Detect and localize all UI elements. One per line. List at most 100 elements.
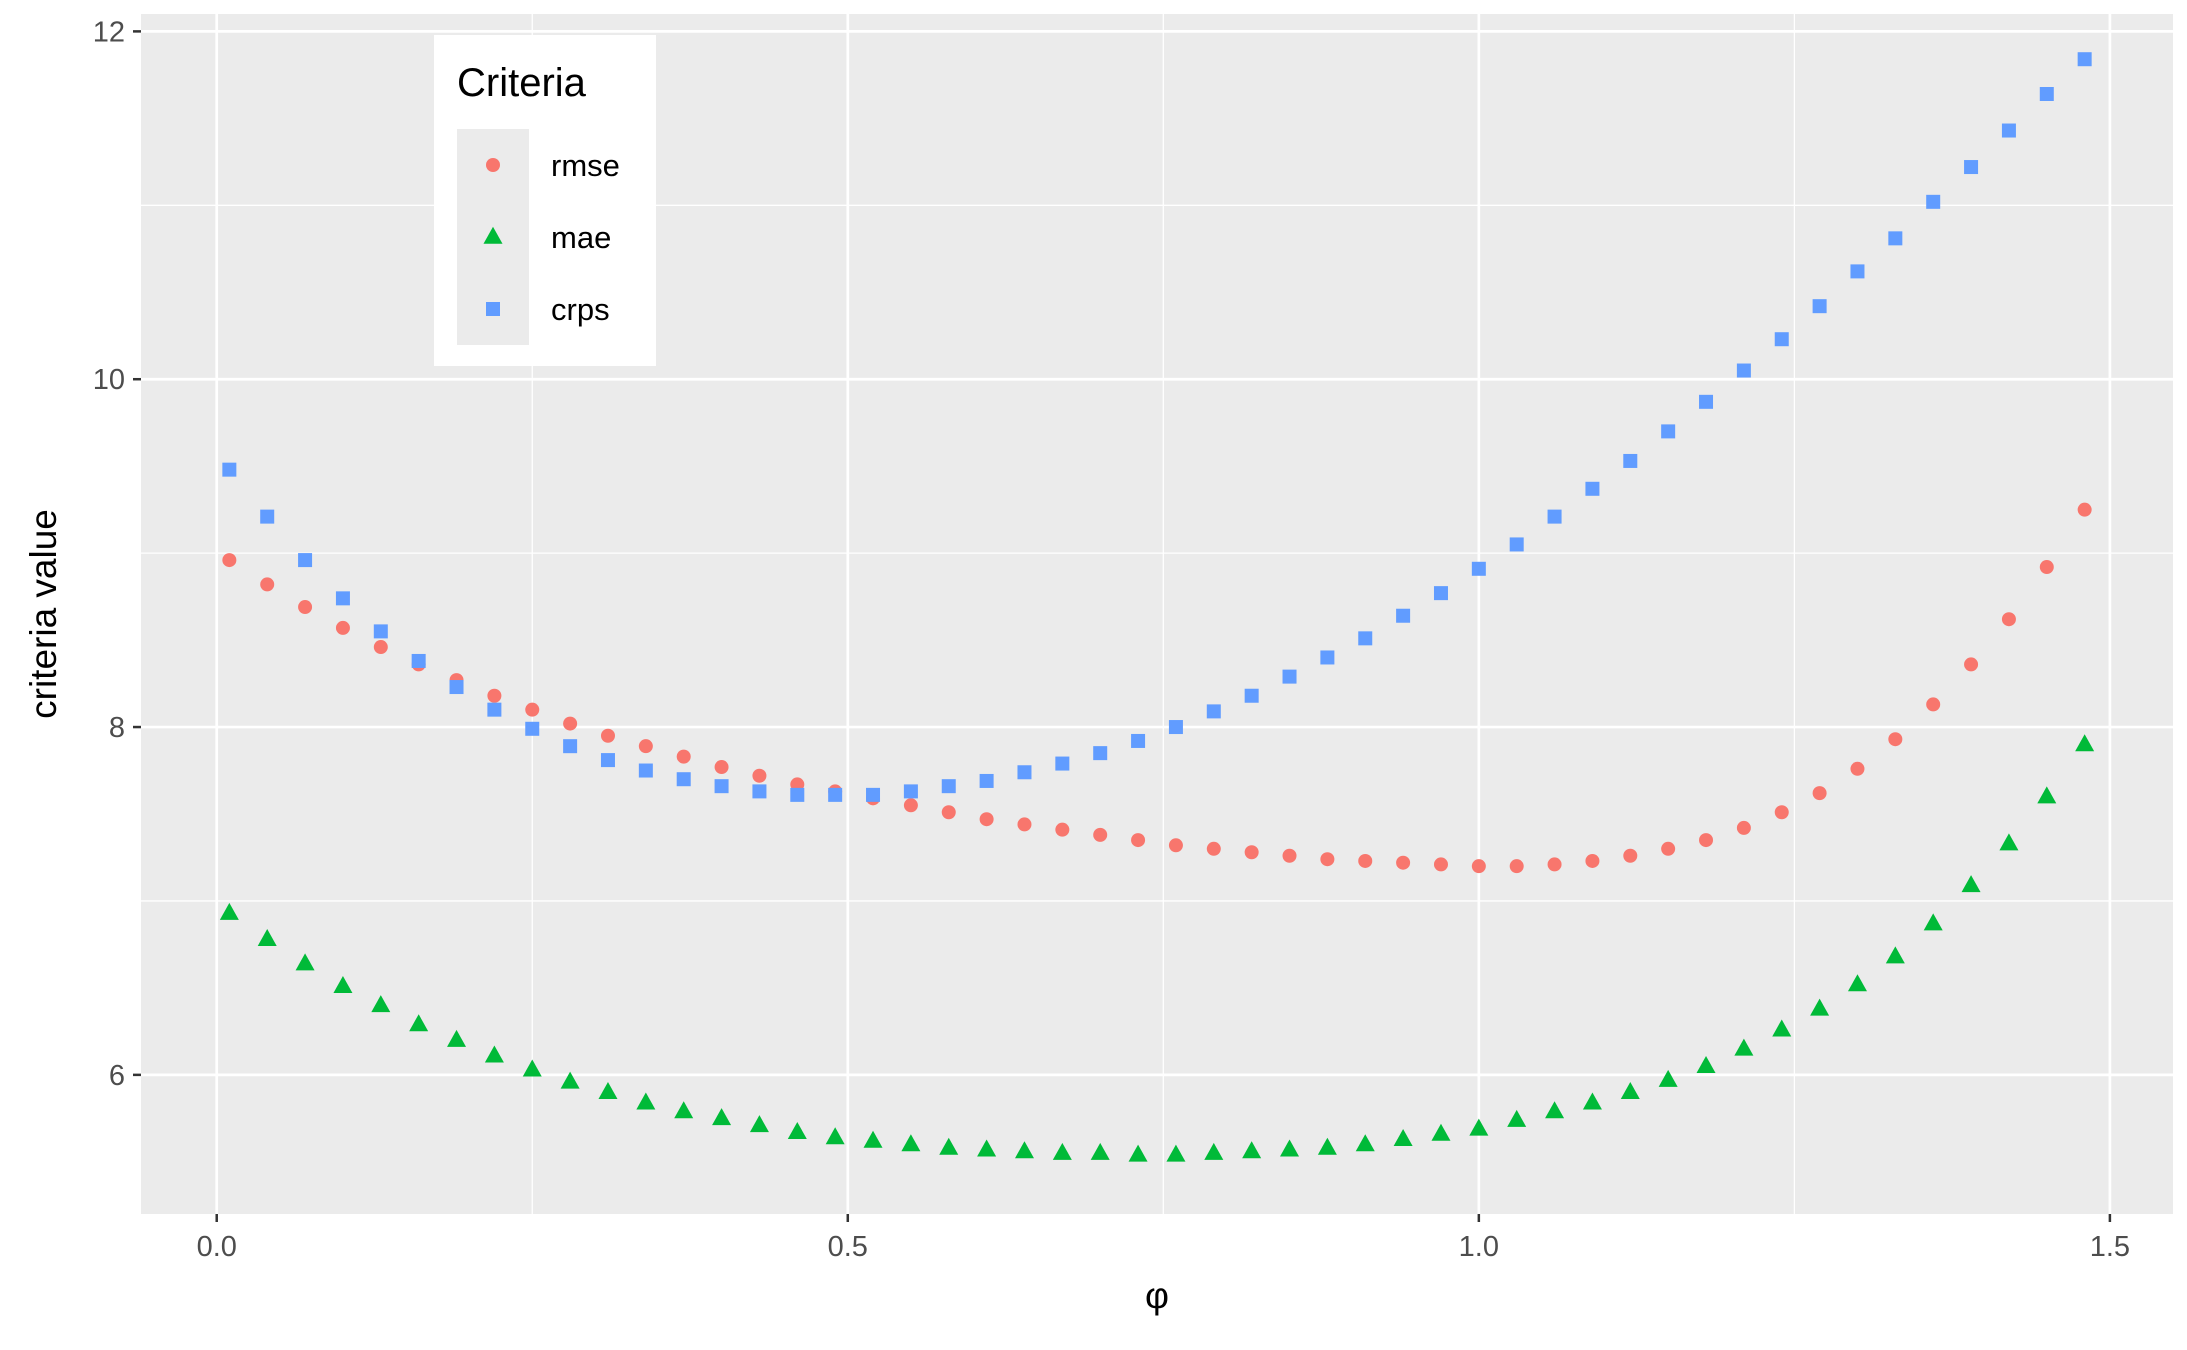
rmse-point xyxy=(2039,560,2054,575)
rmse-point xyxy=(1282,848,1297,863)
legend-items: rmse mae crps xyxy=(457,129,620,345)
series-mae xyxy=(219,734,2095,1162)
data-points xyxy=(219,52,2095,1162)
crps-point xyxy=(2039,87,2054,101)
crps-point xyxy=(1699,394,1714,409)
rmse-point xyxy=(1320,852,1335,867)
crps-point xyxy=(1358,631,1373,646)
crps-point xyxy=(1320,650,1335,665)
crps-point xyxy=(1244,688,1259,703)
rmse-point xyxy=(714,760,729,775)
mae-point xyxy=(371,995,391,1013)
rmse-point xyxy=(1206,841,1221,856)
crps-point xyxy=(2077,52,2092,67)
mae-point xyxy=(257,929,277,947)
mae-point xyxy=(1582,1092,1602,1110)
crps-point xyxy=(487,702,502,717)
mae-point xyxy=(1052,1142,1072,1160)
rmse-point xyxy=(1131,833,1146,848)
y-tick-label: 8 xyxy=(109,712,125,744)
rmse-point xyxy=(941,805,956,820)
mae-point xyxy=(1280,1139,1300,1157)
crps-point xyxy=(903,784,918,799)
rmse-point xyxy=(1396,855,1411,870)
mae-point xyxy=(1242,1141,1262,1159)
series-crps xyxy=(222,52,2092,802)
rmse-point xyxy=(1623,848,1638,863)
rmse-point xyxy=(600,728,615,743)
crps-point xyxy=(866,787,881,802)
rmse-point xyxy=(1888,732,1903,747)
mae-point xyxy=(1317,1137,1337,1155)
crps-point xyxy=(1547,509,1562,524)
rmse-point xyxy=(979,812,994,827)
mae-point xyxy=(1961,875,1981,893)
rmse-point xyxy=(1661,841,1676,856)
mae-point xyxy=(1014,1141,1034,1159)
rmse-point xyxy=(1850,761,1865,776)
rmse-point xyxy=(1093,827,1108,842)
rmse-point xyxy=(525,702,540,717)
rmse-point xyxy=(1017,817,1032,832)
rmse-point xyxy=(1736,820,1751,835)
rmse-point xyxy=(1433,857,1448,872)
crps-point xyxy=(1168,720,1183,735)
crps-point xyxy=(600,753,615,768)
mae-point xyxy=(1128,1144,1148,1162)
rmse-point xyxy=(638,739,653,754)
crps-point xyxy=(1282,669,1297,684)
crps-point xyxy=(563,739,578,754)
rmse-point xyxy=(1774,805,1789,820)
legend-label-mae: mae xyxy=(551,220,611,255)
x-tick-label: 0.5 xyxy=(828,1231,868,1263)
crps-point xyxy=(1812,299,1827,314)
rmse-point xyxy=(1926,697,1941,712)
rmse-point xyxy=(222,553,237,568)
crps-point xyxy=(260,509,275,524)
legend-label-crps: crps xyxy=(551,292,610,327)
rmse-point xyxy=(1547,857,1562,872)
crps-point xyxy=(790,787,805,802)
mae-point xyxy=(1734,1038,1754,1056)
mae-point xyxy=(1431,1123,1451,1141)
crps-point xyxy=(335,591,350,606)
crps-point xyxy=(1433,586,1448,601)
crps-point xyxy=(525,721,540,736)
mae-point xyxy=(1507,1109,1527,1127)
mae-point xyxy=(1204,1142,1224,1160)
crps-point xyxy=(1926,194,1941,209)
mae-point xyxy=(863,1130,883,1148)
mae-point xyxy=(409,1014,429,1032)
mae-point xyxy=(787,1122,807,1140)
rmse-point xyxy=(1699,833,1714,848)
rmse-point xyxy=(1471,859,1486,874)
rmse-point xyxy=(2001,612,2016,627)
crps-point xyxy=(222,462,237,477)
crps-point xyxy=(1017,765,1032,780)
x-axis-title: φ xyxy=(1145,1275,1169,1316)
mae-point xyxy=(1772,1019,1792,1037)
crps-point xyxy=(1661,424,1676,439)
mae-point xyxy=(1355,1134,1375,1152)
mae-point xyxy=(1469,1118,1489,1136)
crps-point xyxy=(1509,537,1524,552)
crps-point xyxy=(941,779,956,794)
mae-point xyxy=(333,975,353,993)
x-tick-label: 1.0 xyxy=(1459,1231,1499,1263)
crps-point xyxy=(1888,231,1903,246)
mae-point xyxy=(1166,1144,1186,1162)
y-tick-label: 6 xyxy=(109,1060,125,1092)
mae-point xyxy=(2037,786,2057,804)
crps-point xyxy=(1396,608,1411,623)
mae-point xyxy=(598,1082,618,1100)
rmse-point xyxy=(676,749,691,764)
crps-point xyxy=(2001,123,2016,138)
mae-point xyxy=(712,1108,732,1126)
legend-key-mae xyxy=(483,226,503,244)
rmse-point xyxy=(260,577,275,592)
legend-label-rmse: rmse xyxy=(551,148,620,183)
mae-point xyxy=(1923,913,1943,931)
mae-point xyxy=(674,1101,694,1119)
crps-point xyxy=(676,772,691,787)
